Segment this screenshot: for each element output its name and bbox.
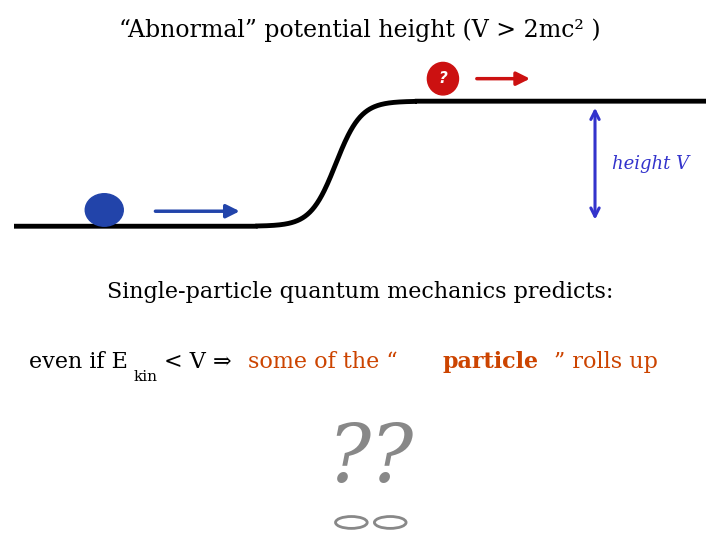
Text: particle: particle bbox=[443, 351, 539, 373]
Text: kin: kin bbox=[133, 370, 157, 384]
Text: < V ⇒: < V ⇒ bbox=[164, 351, 232, 373]
Text: Single-particle quantum mechanics predicts:: Single-particle quantum mechanics predic… bbox=[107, 281, 613, 303]
Ellipse shape bbox=[428, 63, 459, 95]
Text: ?: ? bbox=[438, 71, 447, 86]
Text: height V: height V bbox=[612, 154, 690, 173]
Text: even if E: even if E bbox=[29, 351, 127, 373]
Text: ??: ?? bbox=[328, 421, 414, 499]
Text: ” rolls up: ” rolls up bbox=[554, 351, 658, 373]
Text: some of the “: some of the “ bbox=[248, 351, 398, 373]
Text: “Abnormal” potential height (V > 2mc² ): “Abnormal” potential height (V > 2mc² ) bbox=[120, 19, 600, 43]
Ellipse shape bbox=[85, 194, 123, 226]
